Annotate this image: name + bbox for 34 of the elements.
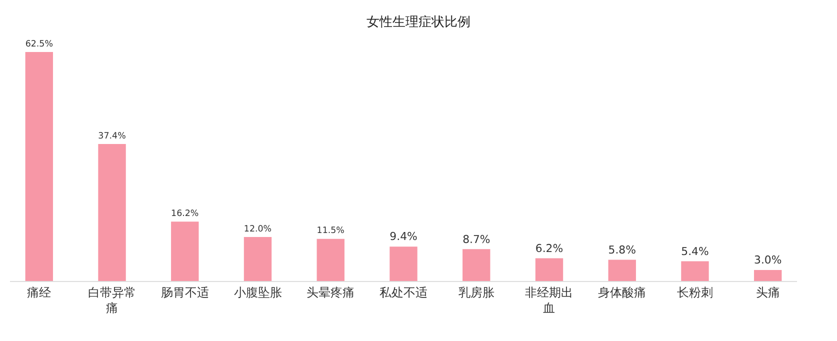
x-tick-label: 非经期出血 [525,285,574,315]
x-tick-label: 私处不适 [380,285,428,300]
bar [754,270,782,281]
x-tick-label: 长粉刺 [676,285,713,300]
bar [535,258,564,281]
bar [390,246,418,281]
bar [316,238,344,281]
data-label: 11.5% [316,226,344,236]
data-label: 8.7% [462,232,490,246]
x-tick-label: 小腹坠胀 [234,285,282,300]
x-tick-label: 乳房胀 [458,285,494,300]
bar [25,52,53,281]
data-label: 62.5% [25,39,53,50]
data-label: 3.0% [754,254,782,267]
data-label: 6.2% [535,242,564,255]
x-tick-label: 头痛 [756,285,780,300]
x-tick-label: 身体酸痛 [598,285,646,300]
chart-title: 女性生理症状比例 [366,15,470,30]
data-label: 5.4% [681,244,709,258]
data-label: 37.4% [98,131,126,142]
data-label: 12.0% [244,224,272,234]
bar [98,144,126,281]
bar [462,249,490,281]
bar [244,237,272,281]
data-label: 9.4% [390,230,418,244]
x-tick-label: 肠胃不适 [160,285,209,300]
bar [171,222,199,281]
bar [608,260,636,281]
data-label: 16.2% [171,208,199,219]
x-tick-label: 白带异常痛 [88,285,136,315]
data-label: 5.8% [608,243,636,256]
x-tick-label: 头晕疼痛 [306,285,355,300]
bar [681,261,709,281]
x-tick-label: 痛经 [27,285,52,300]
